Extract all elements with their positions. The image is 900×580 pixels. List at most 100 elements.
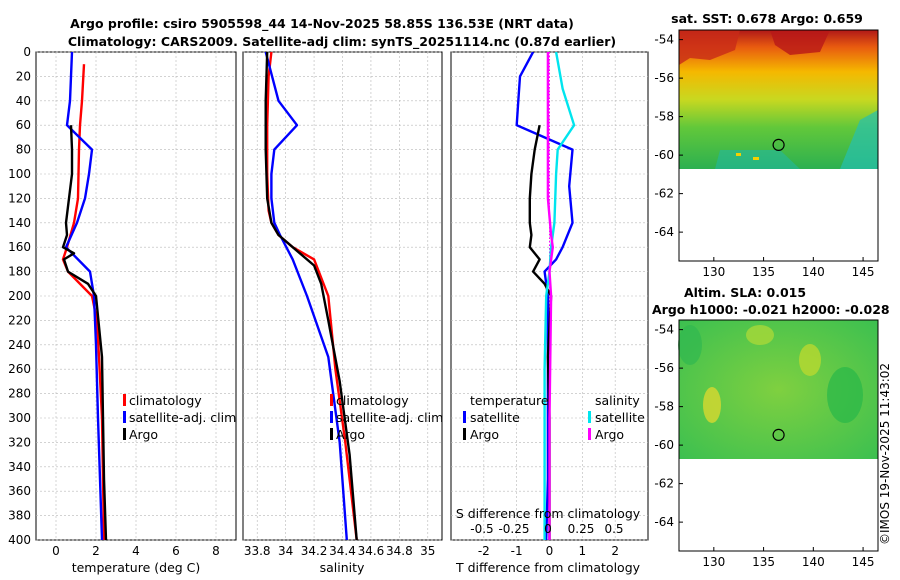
sst-map <box>678 29 879 262</box>
map-latitude-label: -64 <box>654 225 674 239</box>
map-latitude-label: -62 <box>654 477 674 491</box>
map-longitude-label: 130 <box>702 265 725 279</box>
legend-label-s-argo: Argo <box>595 427 624 442</box>
depth-tick-label: 400 <box>8 533 31 547</box>
legend-label-climatology: climatology <box>336 393 409 408</box>
map-longitude-label: 140 <box>802 265 825 279</box>
sst-cool-patch <box>840 110 878 169</box>
depth-tick-label: 340 <box>8 460 31 474</box>
depth-tick-label: 60 <box>16 118 31 132</box>
depth-tick-label: 180 <box>8 265 31 279</box>
s-difference-tick-label: -0.5 <box>470 522 493 536</box>
legend-swatch-satellite <box>123 411 126 423</box>
depth-tick-label: 160 <box>8 240 31 254</box>
map-longitude-label: 135 <box>752 555 775 569</box>
series-line-satellite-adj-clim <box>64 52 104 540</box>
s-difference-tick-label: 0.25 <box>568 522 595 536</box>
salinity-x-tick-label: 34.2 <box>301 544 328 558</box>
difference-x-tick-label: 0 <box>546 544 554 558</box>
depth-tick-label: 380 <box>8 509 31 523</box>
depth-tick-label: 40 <box>16 94 31 108</box>
difference-x-tick-label: 1 <box>579 544 587 558</box>
temperature-x-tick-label: 2 <box>92 544 100 558</box>
sst-map-ticks: 130 135 140 145 -54 -56 -58 -60 -62 -64 <box>654 33 874 279</box>
map-latitude-label: -54 <box>654 33 674 47</box>
map-latitude-label: -54 <box>654 323 674 337</box>
sla-map-frame <box>678 319 879 552</box>
sst-warm-patch <box>770 30 830 55</box>
figure-title-line1: Argo profile: csiro 5905598_44 14-Nov-20… <box>70 16 574 32</box>
depth-tick-label: 80 <box>16 143 31 157</box>
series-line-s-satellite <box>543 52 576 540</box>
difference-x-tick-label: -2 <box>478 544 490 558</box>
legend-label-satellite: satellite-adj. clim <box>129 410 236 425</box>
sst-no-data-region <box>679 169 878 261</box>
sla-map-ticks: 130 135 140 145 -54 -56 -58 -60 -62 -64 <box>654 323 874 569</box>
map-latitude-label: -60 <box>654 438 674 452</box>
temperature-legend: climatology satellite-adj. clim Argo <box>123 393 236 442</box>
imos-timestamp-watermark: ©IMOS 19-Nov-2025 11:43:02 <box>878 363 892 545</box>
depth-tick-label: 200 <box>8 289 31 303</box>
map-latitude-label: -56 <box>654 361 674 375</box>
s-difference-tick-label: 0.5 <box>604 522 623 536</box>
map-longitude-label: 145 <box>852 555 875 569</box>
t-difference-axis-label: T difference from climatology <box>455 560 641 575</box>
legend-label-s-satellite: satellite <box>595 410 645 425</box>
series-line-satellite-adj-clim <box>264 52 348 540</box>
legend-label-t-argo: Argo <box>470 427 499 442</box>
legend-swatch-t-argo <box>463 428 466 440</box>
map-longitude-label: 140 <box>802 555 825 569</box>
legend-swatch-s-argo <box>588 428 591 440</box>
sst-warm-patch <box>679 30 740 65</box>
axis-tick-labels: 0204060801001201401601802002202402602803… <box>8 45 619 558</box>
legend-label-t-satellite: satellite <box>470 410 520 425</box>
temperature-x-tick-label: 0 <box>52 544 60 558</box>
legend-swatch-t-satellite <box>463 411 466 423</box>
salinity-axis-label: salinity <box>320 560 365 575</box>
sst-map-frame <box>678 29 879 262</box>
salinity-x-tick-label: 35 <box>420 544 435 558</box>
panel-gridlines <box>36 51 648 541</box>
sst-map-title: sat. SST: 0.678 Argo: 0.659 <box>671 11 863 26</box>
sla-low-patch <box>678 325 702 365</box>
legend-title-salinity: salinity <box>595 393 640 408</box>
series-line-argo <box>61 125 108 540</box>
sla-high-patch <box>746 325 774 345</box>
depth-tick-label: 240 <box>8 338 31 352</box>
map-latitude-label: -64 <box>654 515 674 529</box>
difference-legend: temperature satellite Argo salinity sate… <box>463 393 645 442</box>
sst-hot-pixel <box>736 153 741 156</box>
depth-tick-label: 120 <box>8 191 31 205</box>
legend-swatch-satellite <box>330 411 333 423</box>
depth-tick-label: 20 <box>16 69 31 83</box>
depth-tick-label: 360 <box>8 484 31 498</box>
sla-no-data-region <box>679 459 878 551</box>
sla-argo-location-marker <box>772 428 785 441</box>
temperature-x-tick-label: 8 <box>212 544 220 558</box>
difference-x-tick-label: 2 <box>611 544 619 558</box>
depth-tick-label: 0 <box>23 45 31 59</box>
series-line-s-argo <box>546 52 554 540</box>
profile-lines <box>61 52 576 540</box>
depth-tick-label: 320 <box>8 435 31 449</box>
s-difference-tick-label: 0 <box>544 522 552 536</box>
legend-swatch-climatology <box>123 394 126 406</box>
salinity-x-tick-label: 34.4 <box>329 544 356 558</box>
temperature-x-tick-label: 6 <box>172 544 180 558</box>
sla-high-patch <box>799 344 821 376</box>
temperature-x-tick-label: 4 <box>132 544 140 558</box>
depth-tick-label: 140 <box>8 216 31 230</box>
difference-x-tick-label: -1 <box>511 544 523 558</box>
sla-high-patch <box>703 387 721 423</box>
map-longitude-label: 130 <box>702 555 725 569</box>
map-latitude-label: -58 <box>654 110 674 124</box>
sla-low-patch <box>827 367 863 423</box>
legend-swatch-s-satellite <box>588 411 591 423</box>
legend-label-climatology: climatology <box>129 393 202 408</box>
depth-tick-label: 280 <box>8 387 31 401</box>
legend-swatch-argo <box>123 428 126 440</box>
map-longitude-label: 135 <box>752 265 775 279</box>
depth-tick-label: 260 <box>8 362 31 376</box>
temperature-series-group <box>61 52 108 540</box>
s-difference-tick-labels: -0.5 -0.25 0 0.25 0.5 <box>470 522 623 536</box>
